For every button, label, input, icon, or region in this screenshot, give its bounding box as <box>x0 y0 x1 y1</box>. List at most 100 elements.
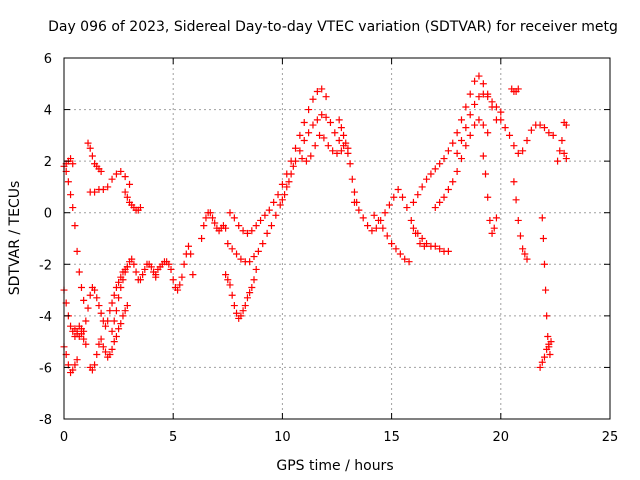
series-trace-25 <box>479 152 500 237</box>
data-point <box>263 229 271 237</box>
data-point <box>479 121 487 129</box>
data-point <box>110 317 118 325</box>
data-point <box>141 265 149 273</box>
data-point <box>510 142 518 150</box>
series-trace-31 <box>554 137 570 165</box>
data-point <box>519 245 527 253</box>
series-trace-17 <box>298 131 345 165</box>
data-point <box>368 227 376 235</box>
data-point <box>77 283 85 291</box>
data-point <box>305 129 313 137</box>
data-point <box>536 121 544 129</box>
data-point <box>292 144 300 152</box>
grid <box>64 58 610 419</box>
data-point <box>409 198 417 206</box>
data-point <box>545 129 553 137</box>
data-point <box>313 116 321 124</box>
data-point <box>272 211 280 219</box>
series-trace-32 <box>560 118 570 129</box>
data-point <box>549 131 557 139</box>
data-point <box>276 201 284 209</box>
data-point <box>101 348 109 356</box>
data-point <box>99 186 107 194</box>
data-point <box>71 361 79 369</box>
data-point <box>237 312 245 320</box>
data-point <box>471 77 479 85</box>
data-point <box>187 250 195 258</box>
data-point <box>562 155 570 163</box>
data-point <box>174 286 182 294</box>
data-point <box>305 106 313 114</box>
data-point <box>267 222 275 230</box>
data-point <box>453 129 461 137</box>
data-point <box>228 245 236 253</box>
data-point <box>261 211 269 219</box>
data-point <box>392 245 400 253</box>
data-point <box>401 255 409 263</box>
series-trace-01 <box>60 155 77 170</box>
data-point <box>538 214 546 222</box>
data-point <box>318 111 326 119</box>
data-point <box>106 351 114 359</box>
data-point <box>82 317 90 325</box>
series-trace-15 <box>226 85 330 237</box>
data-point <box>130 260 138 268</box>
data-point <box>243 229 251 237</box>
chart-title: Day 096 of 2023, Sidereal Day-to-day VTE… <box>48 19 618 35</box>
data-point <box>479 152 487 160</box>
series-trace-11 <box>152 242 197 294</box>
data-point <box>93 351 101 359</box>
data-point <box>112 332 120 340</box>
data-point <box>540 124 548 132</box>
data-point <box>516 232 524 240</box>
data-point <box>466 131 474 139</box>
series-trace-10 <box>108 255 160 335</box>
data-point <box>119 276 127 284</box>
data-point <box>309 95 317 103</box>
data-point <box>224 240 232 248</box>
data-point <box>300 118 308 126</box>
data-point <box>117 283 125 291</box>
data-point <box>324 142 332 150</box>
data-point <box>112 307 120 315</box>
data-point <box>436 160 444 168</box>
data-point <box>542 286 550 294</box>
data-point <box>265 206 273 214</box>
data-point <box>322 93 330 101</box>
data-point <box>110 291 118 299</box>
data-point <box>152 271 160 279</box>
data-point <box>250 276 258 284</box>
data-point <box>482 170 490 178</box>
data-point <box>73 356 81 364</box>
data-point <box>545 340 553 348</box>
data-point <box>180 260 188 268</box>
data-point <box>91 361 99 369</box>
data-point <box>462 103 470 111</box>
data-points <box>60 72 570 377</box>
data-point <box>73 247 81 255</box>
data-point <box>320 134 328 142</box>
data-point <box>147 263 155 271</box>
data-point <box>121 268 129 276</box>
series-trace-27 <box>497 116 557 157</box>
data-point <box>106 307 114 315</box>
data-point <box>302 157 310 165</box>
data-point <box>543 312 551 320</box>
data-point <box>484 129 492 137</box>
data-point <box>523 255 531 263</box>
data-point <box>407 216 415 224</box>
data-point <box>139 271 147 279</box>
data-point <box>84 139 92 147</box>
data-point <box>488 229 496 237</box>
data-point <box>423 240 431 248</box>
data-point <box>252 222 260 230</box>
y-tick-label: 4 <box>44 104 52 119</box>
data-point <box>259 240 267 248</box>
data-point <box>296 131 304 139</box>
series-trace-23 <box>431 116 492 212</box>
data-point <box>86 144 94 152</box>
data-point <box>239 227 247 235</box>
data-point <box>64 178 72 186</box>
series-trace-21 <box>409 224 452 255</box>
